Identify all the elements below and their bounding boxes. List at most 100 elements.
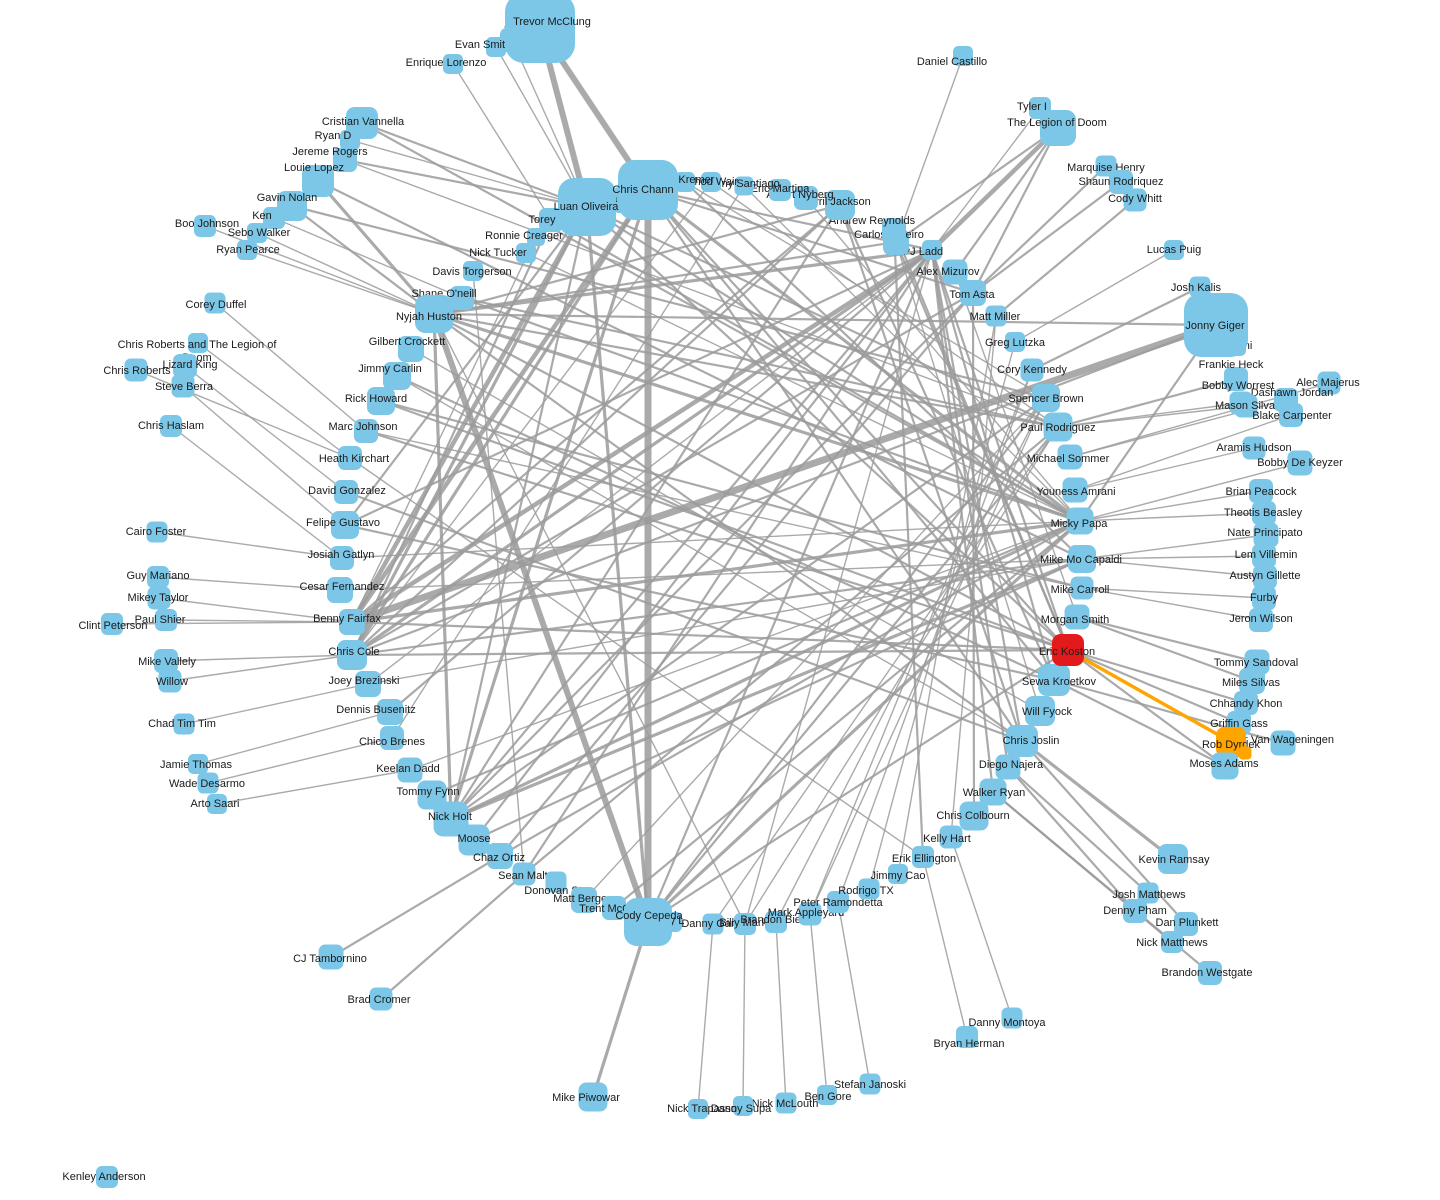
node-austyn-gillette[interactable]: Austyn Gillette <box>1230 565 1301 589</box>
node-box-nick-holt[interactable] <box>433 801 469 837</box>
node-box-jimmy-cao[interactable] <box>888 864 908 884</box>
node-mikey-taylor[interactable]: Mikey Taylor <box>128 586 189 610</box>
node-box-ken[interactable] <box>263 207 285 229</box>
node-nyjah-huston[interactable]: Nyjah Huston <box>396 295 462 333</box>
node-box-daniel-castillo[interactable] <box>953 46 973 66</box>
node-kevin-ramsay[interactable]: Kevin Ramsay <box>1139 844 1210 874</box>
node-nick-mclouth[interactable]: Nick McLouth <box>752 1092 819 1114</box>
node-eric-koston[interactable]: Eric Koston <box>1039 634 1095 666</box>
node-jeron-wilson[interactable]: Jeron Wilson <box>1229 608 1293 632</box>
node-box-ishod-wair[interactable] <box>701 172 721 192</box>
node-box-guy-mariano[interactable] <box>147 566 169 588</box>
node-spencer-brown[interactable]: Spencer Brown <box>1008 384 1084 412</box>
node-ben-gore[interactable]: Ben Gore <box>804 1085 852 1105</box>
node-box-torey[interactable] <box>539 208 563 232</box>
node-benny-fairfax[interactable]: Benny Fairfax <box>313 609 381 635</box>
node-box-nyjah-huston[interactable] <box>415 295 453 333</box>
node-danny-montoya[interactable]: Danny Montoya <box>968 1007 1046 1029</box>
node-heath-kirchart[interactable]: Heath Kirchart <box>319 446 389 470</box>
node-moose[interactable]: Moose <box>457 824 491 856</box>
node-box-chris-haslam[interactable] <box>160 415 182 437</box>
node-box-eric-martina[interactable] <box>769 179 791 201</box>
node-kelly-hart[interactable]: Kelly Hart <box>923 825 971 849</box>
node-box-trent-mcclung[interactable] <box>602 896 626 920</box>
node-jonny-giger[interactable]: Jonny Giger <box>1184 293 1248 357</box>
node-box-will-fyock[interactable] <box>1025 696 1055 726</box>
node-box-nick-mclouth[interactable] <box>775 1092 797 1114</box>
node-felipe-gustavo[interactable]: Felipe Gustavo <box>306 511 380 539</box>
node-box-walker-ryan[interactable] <box>979 778 1007 806</box>
node-box-cody-cepeda[interactable] <box>624 898 672 946</box>
node-brandon-westgate[interactable]: Brandon Westgate <box>1162 961 1253 985</box>
node-walker-ryan[interactable]: Walker Ryan <box>963 778 1026 806</box>
node-cory-kennedy[interactable]: Cory Kennedy <box>997 358 1067 382</box>
node-box-sean-malto[interactable] <box>512 862 536 886</box>
node-box-paul-rodriguez[interactable] <box>1043 412 1073 442</box>
node-blake-carpenter[interactable]: Blake Carpenter <box>1252 403 1332 427</box>
node-brandon-biebel[interactable]: Brandon Biebel <box>740 911 816 933</box>
node-chad-tim-tim[interactable]: Chad Tim Tim <box>148 713 216 735</box>
node-mike-piwowar[interactable]: Mike Piwowar <box>552 1082 620 1112</box>
node-box-kelly-hart[interactable] <box>939 825 963 849</box>
node-matt-berger[interactable]: Matt Berger <box>553 887 611 913</box>
node-box-benny-fairfax[interactable] <box>339 609 365 635</box>
node-tom-asta[interactable]: Tom Asta <box>949 280 995 306</box>
node-box-chris-colbourn[interactable] <box>959 801 989 831</box>
node-marc-johnson[interactable]: Marc Johnson <box>328 419 398 443</box>
node-box-furby[interactable] <box>1252 586 1276 610</box>
node-box-alex-mizurov[interactable] <box>942 259 968 285</box>
node-box-ryan-d[interactable] <box>340 130 360 150</box>
node-cyril-jackson[interactable]: Cyril Jackson <box>805 190 871 220</box>
node-ishod-wair[interactable]: Ishod Wair <box>686 172 739 192</box>
node-box-mikey-taylor[interactable] <box>147 586 171 610</box>
node-box-denny-pham[interactable] <box>1123 899 1147 923</box>
node-chris-roberts[interactable]: Chris Roberts <box>103 358 171 382</box>
node-box-joey-brezinski[interactable] <box>355 671 381 697</box>
node-box-clint-peterson[interactable] <box>101 613 123 635</box>
node-box-moose[interactable] <box>458 824 490 856</box>
node-torey[interactable]: Torey <box>529 208 563 232</box>
node-box-alec-majerus[interactable] <box>1317 371 1341 395</box>
node-box-dan-plunkett[interactable] <box>1174 912 1198 936</box>
node-box-enrique-lorenzo[interactable] <box>443 54 463 74</box>
node-paul-shier[interactable]: Paul Shier <box>135 609 186 631</box>
node-box-ronnie-creager[interactable] <box>527 228 545 246</box>
node-box-erik-ellington[interactable] <box>912 846 934 868</box>
node-box-brandon-biebel[interactable] <box>765 911 787 933</box>
node-box-matt-miller[interactable] <box>985 305 1007 327</box>
node-box-nick-tucker[interactable] <box>516 243 536 263</box>
node-cairo-foster[interactable]: Cairo Foster <box>126 521 187 543</box>
node-box-the-legion-of-doom[interactable] <box>1040 110 1076 146</box>
node-nate-principato[interactable]: Nate Principato <box>1227 522 1303 548</box>
node-peter-ramondetta[interactable]: Peter Ramondetta <box>793 891 884 913</box>
node-danny-supa[interactable]: Danny Supa <box>711 1096 772 1116</box>
node-chico-brenes[interactable]: Chico Brenes <box>359 726 426 750</box>
node-box-micky-papa[interactable] <box>1066 507 1094 535</box>
node-box-matt-berger[interactable] <box>571 887 597 913</box>
node-box-evan-smith[interactable] <box>486 37 506 57</box>
node-box-keelan-dadd[interactable] <box>397 757 423 783</box>
node-evan-smith[interactable]: Evan Smith <box>455 37 511 57</box>
node-box-luan-oliveira[interactable] <box>558 178 616 236</box>
node-box-chris-chann[interactable] <box>618 160 678 220</box>
node-diego-najera[interactable]: Diego Najera <box>979 754 1044 780</box>
node-box-greg-lutzka[interactable] <box>1005 332 1025 352</box>
node-box-cory-kennedy[interactable] <box>1020 358 1044 382</box>
node-box-trevor-mcclung[interactable] <box>505 0 575 63</box>
node-youness-amrani[interactable]: Youness Amrani <box>1036 477 1116 503</box>
node-box-jonny-giger[interactable] <box>1184 293 1248 357</box>
node-box-louie-lopez[interactable] <box>302 165 334 197</box>
node-rick-howard[interactable]: Rick Howard <box>345 387 407 415</box>
node-chaz-ortiz[interactable]: Chaz Ortiz <box>473 843 525 869</box>
node-rodrigo-tx[interactable]: Rodrigo TX <box>838 878 894 900</box>
node-morgan-smith[interactable]: Morgan Smith <box>1041 604 1109 630</box>
node-box-blake-carpenter[interactable] <box>1279 403 1303 427</box>
node-chris-haslam[interactable]: Chris Haslam <box>138 415 204 437</box>
node-box-rodrigo-tx[interactable] <box>858 878 880 900</box>
node-chhandy-khon[interactable]: Chhandy Khon <box>1210 691 1283 715</box>
node-erik-ellington[interactable]: Erik Ellington <box>892 846 956 868</box>
node-box-bobby-de-keyzer[interactable] <box>1287 450 1313 476</box>
node-box-marquise-henry[interactable] <box>1095 155 1117 177</box>
node-tommy-fynn[interactable]: Tommy Fynn <box>397 780 460 810</box>
